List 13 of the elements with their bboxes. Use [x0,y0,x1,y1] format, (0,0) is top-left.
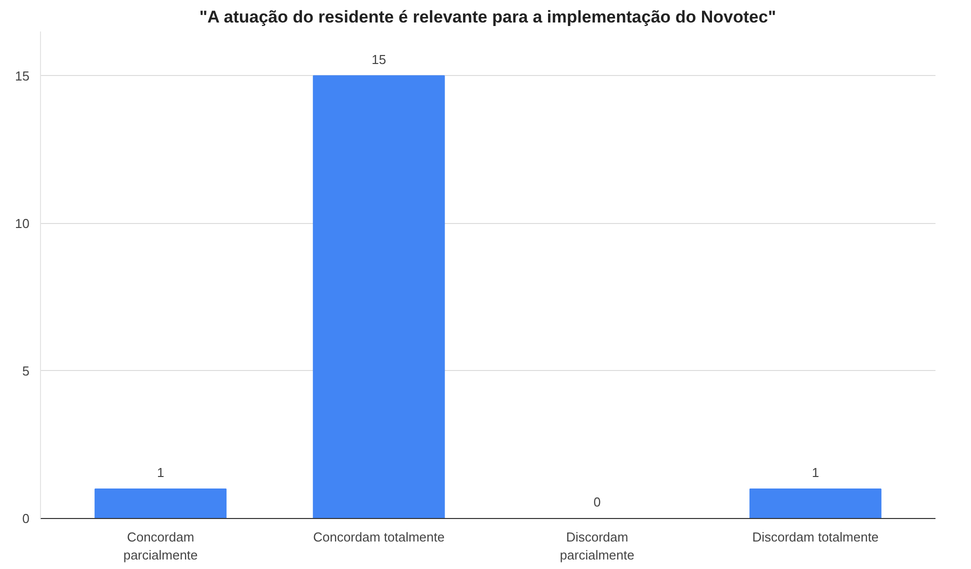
data-label: 1 [812,464,820,480]
x-tick-label: Concordam totalmente [313,530,445,544]
x-tick-label: Concordam parcialmente [123,530,198,562]
y-tick-label: 5 [22,363,30,378]
data-label: 0 [594,494,601,510]
y-tick-label: 0 [22,511,30,526]
y-tick-label: 10 [15,216,30,231]
y-tick-label: 15 [15,68,30,84]
x-tick-label: Discordam totalmente [752,530,879,544]
x-tick-label: Discordam parcialmente [560,530,634,562]
data-label: 15 [372,52,386,67]
chart-title: "A atuação do residente é relevante para a implementação do Novotec" [199,8,776,26]
data-label: 1 [156,464,164,480]
